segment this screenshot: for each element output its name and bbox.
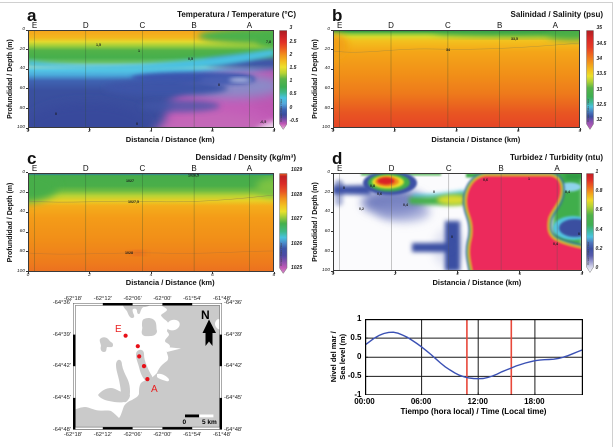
svg-text:0,4: 0,4 (565, 190, 570, 194)
svg-text:Ocean Data View: Ocean Data View (279, 241, 283, 265)
svg-text:33,5: 33,5 (511, 37, 518, 41)
svg-text:34: 34 (446, 48, 450, 52)
svg-text:5 km: 5 km (202, 419, 217, 426)
svg-text:1026,5: 1026,5 (188, 173, 199, 177)
svg-text:0: 0 (578, 232, 580, 236)
svg-text:0,2: 0,2 (359, 207, 364, 211)
svg-text:0,6: 0,6 (377, 192, 382, 196)
svg-text:1027: 1027 (126, 179, 134, 183)
svg-text:0,8: 0,8 (370, 184, 375, 188)
svg-text:7,8: 7,8 (266, 40, 271, 44)
svg-text:0: 0 (183, 419, 187, 426)
svg-text:Ocean Data View: Ocean Data View (586, 241, 590, 265)
svg-text:A: A (151, 384, 158, 395)
svg-text:1027,5: 1027,5 (128, 200, 139, 204)
svg-text:E: E (115, 324, 122, 335)
svg-text:0: 0 (433, 190, 435, 194)
svg-text:Ocean Data View: Ocean Data View (586, 98, 590, 122)
svg-text:0,6: 0,6 (483, 178, 488, 182)
svg-text:1: 1 (138, 49, 140, 53)
svg-text:0: 0 (343, 186, 345, 190)
svg-text:0,4: 0,4 (553, 242, 558, 246)
svg-text:1028: 1028 (125, 251, 133, 255)
svg-text:0: 0 (136, 122, 138, 126)
svg-text:0: 0 (55, 112, 57, 116)
svg-text:1: 1 (528, 177, 530, 181)
svg-text:0: 0 (451, 235, 453, 239)
svg-text:Ocean Data View: Ocean Data View (279, 98, 283, 122)
svg-text:0,5: 0,5 (188, 57, 193, 61)
svg-text:N: N (201, 308, 210, 322)
svg-text:0: 0 (218, 83, 220, 87)
svg-text:1,5: 1,5 (96, 43, 101, 47)
svg-text:-0,5: -0,5 (260, 120, 266, 124)
svg-text:0,4: 0,4 (403, 203, 408, 207)
